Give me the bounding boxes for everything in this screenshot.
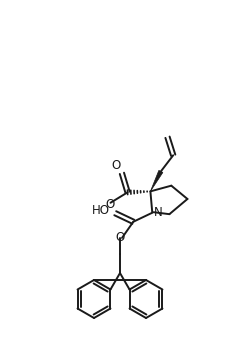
Text: HO: HO — [91, 204, 109, 217]
Text: O: O — [112, 159, 121, 172]
Text: O: O — [105, 198, 114, 211]
Text: N: N — [154, 206, 163, 219]
Text: O: O — [115, 232, 125, 244]
Polygon shape — [150, 170, 163, 191]
